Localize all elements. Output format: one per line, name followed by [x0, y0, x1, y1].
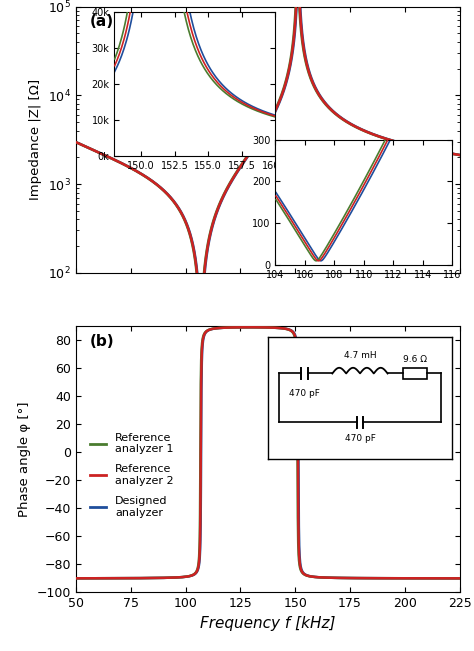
Legend: Reference
analyzer 1, Reference
analyzer 2, Designed
analyzer: Reference analyzer 1, Reference analyzer…	[85, 428, 178, 522]
Y-axis label: Impedance |Z| [Ω]: Impedance |Z| [Ω]	[29, 79, 42, 201]
X-axis label: Frequency f [kHz]: Frequency f [kHz]	[200, 616, 336, 631]
Text: (b): (b)	[89, 334, 114, 349]
Y-axis label: Phase angle φ [°]: Phase angle φ [°]	[18, 402, 31, 517]
Text: (a): (a)	[89, 14, 113, 29]
